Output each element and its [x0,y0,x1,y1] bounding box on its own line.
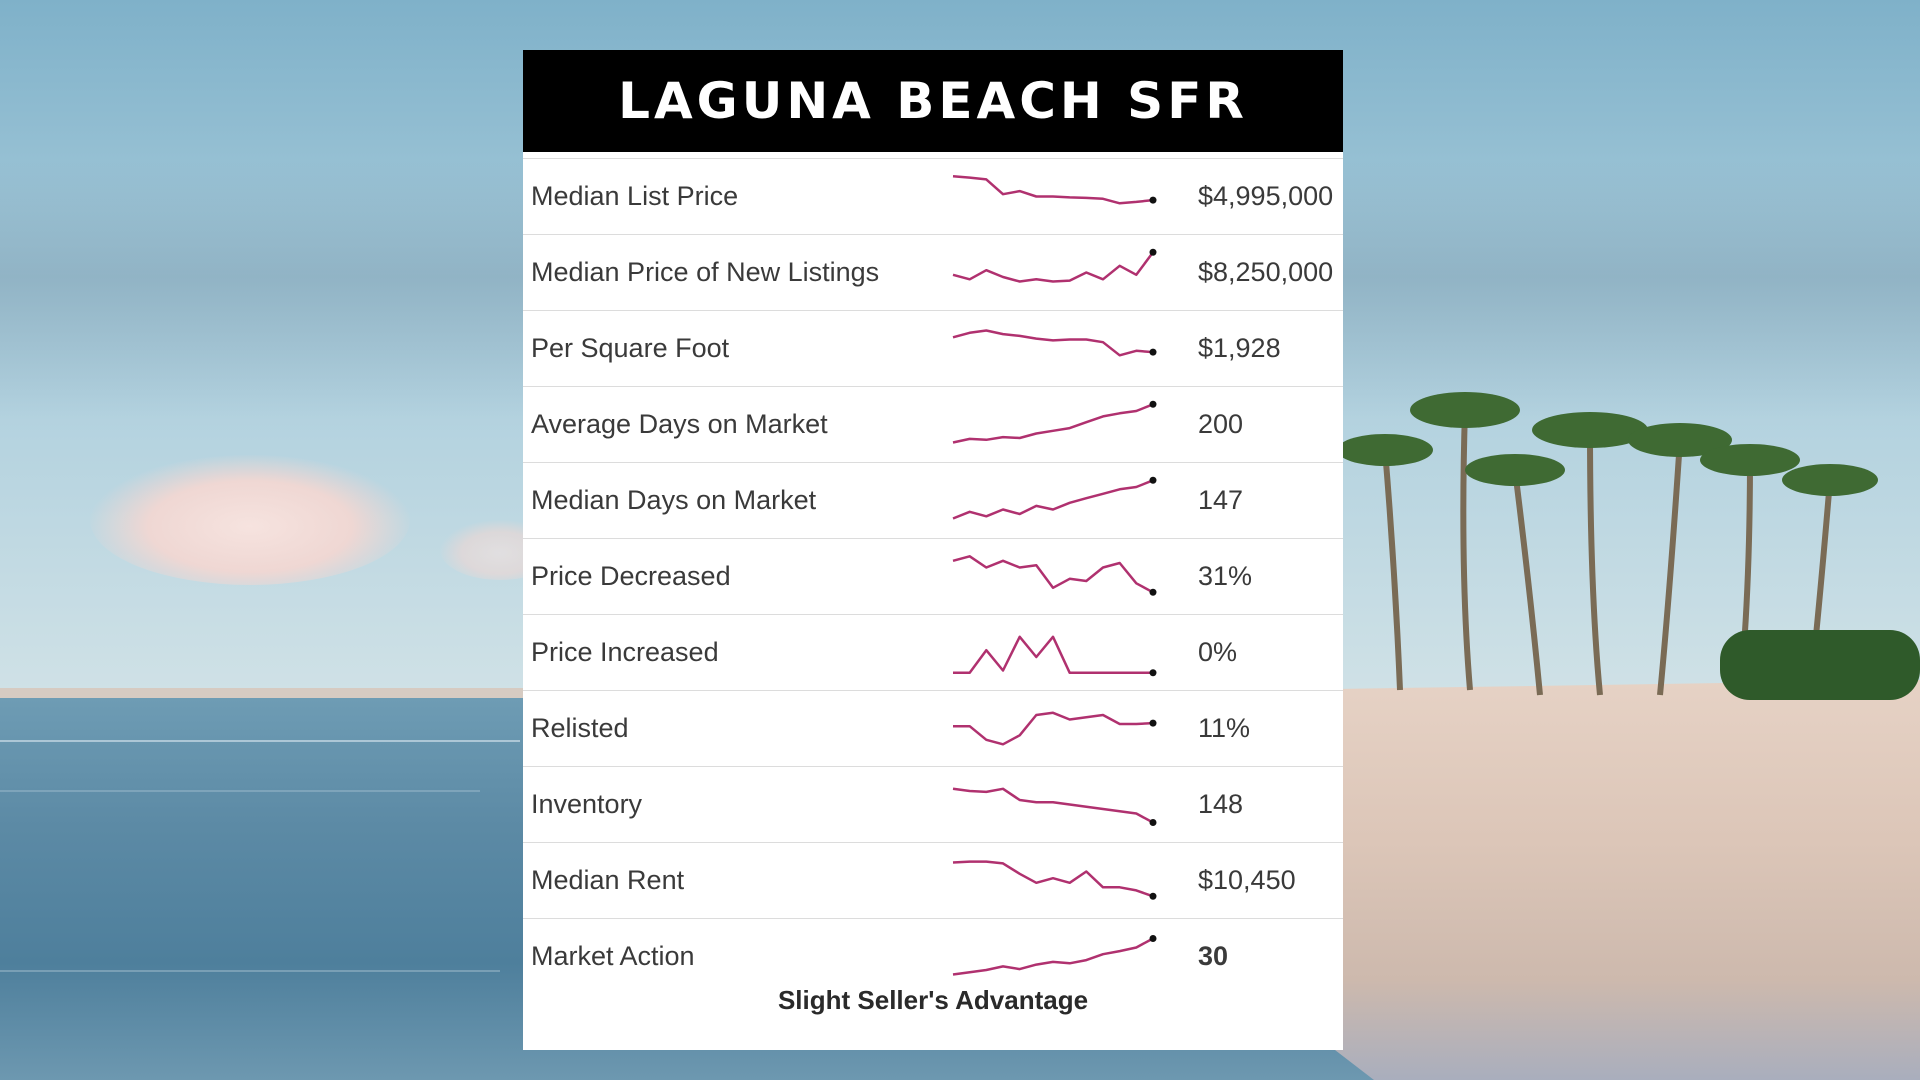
sparkline-path [953,635,1153,675]
sparkline-path [952,860,1154,898]
metric-row: Median Rent $10,450 [523,843,1343,919]
trend-sparkline [953,711,1157,746]
metric-label: Median Price of New Listings [531,257,880,287]
horizon-strip [0,688,560,698]
metric-row: Median Days on Market 147 [523,463,1343,539]
trend-sparkline [952,175,1157,205]
foam-line [0,790,480,792]
metric-value: $8,250,000 [1198,257,1334,287]
cloud [90,455,410,585]
metric-value: 31% [1198,561,1253,591]
metric-value: 30 [1198,941,1229,971]
sparkline-path [952,479,1154,520]
metric-row: Price Decreased 31% [523,539,1343,615]
foam-line [0,740,520,742]
trend-sparkline [953,635,1157,677]
metric-row: Average Days on Market 200 [523,387,1343,463]
metric-label: Median List Price [531,181,739,211]
sparkline-end-dot [1149,935,1157,942]
stats-card: LAGUNA BEACH SFR Median List Price $4,995… [523,50,1343,1050]
metric-value: 11% [1198,713,1251,743]
metric-row: Relisted 11% [523,691,1343,767]
sparkline-end-dot [1149,348,1157,356]
trend-sparkline [952,860,1157,900]
sparkline-end-dot [1149,588,1157,596]
metric-value: $4,995,000 [1198,181,1334,211]
metric-value: 0% [1198,637,1238,667]
metric-label: Median Rent [531,865,685,895]
trend-sparkline [952,935,1157,976]
foam-line [0,970,500,972]
metric-value: $10,450 [1198,865,1296,895]
sparkline-path [952,787,1154,824]
sparkline-path [952,329,1154,357]
sparkline-end-dot [1149,669,1157,677]
metric-label: Per Square Foot [531,333,730,363]
page-title: LAGUNA BEACH SFR [618,72,1248,130]
trend-sparkline [952,555,1157,596]
market-action-summary: Slight Seller's Advantage [777,985,1089,1015]
metric-value: 148 [1198,789,1244,819]
metric-label: Inventory [531,789,643,819]
metric-label: Relisted [531,713,629,743]
metric-row: Inventory 148 [523,767,1343,843]
metric-row: Price Increased 0% [523,615,1343,691]
metric-value: 147 [1198,485,1244,515]
trend-sparkline [952,476,1157,520]
metric-label: Market Action [531,941,695,971]
trend-sparkline [952,329,1157,357]
title-bar: LAGUNA BEACH SFR [523,50,1343,152]
sparkline-end-dot [1149,476,1157,484]
sparkline-path [952,555,1154,594]
metric-row: Per Square Foot $1,928 [523,311,1343,387]
metric-row: Median Price of New Listings $8,250,000 [523,235,1343,311]
sparkline-path [952,251,1155,283]
metric-label: Price Increased [531,637,719,667]
metric-row: Market Action 30 [523,919,1343,994]
metric-label: Median Days on Market [531,485,817,515]
metric-label: Price Decreased [531,561,731,591]
trend-sparkline [952,248,1157,283]
sparkline-path [952,403,1154,444]
sparkline-end-dot [1149,196,1157,204]
metric-row: Median List Price $4,995,000 [523,158,1343,235]
trend-sparkline [952,400,1157,444]
sparkline-path [952,175,1154,205]
metric-value: $1,928 [1198,333,1281,363]
sparkline-end-dot [1149,248,1157,256]
sparkline-end-dot [1149,892,1157,900]
palm-trees [1340,392,1920,700]
sparkline-end-dot [1149,400,1157,408]
metrics-table: Median List Price $4,995,000 Median Price … [523,158,1343,994]
sparkline-end-dot [1149,719,1157,727]
trend-sparkline [952,787,1157,826]
sparkline-end-dot [1149,819,1157,826]
sparkline-path [953,711,1154,746]
metric-label: Average Days on Market [531,409,828,439]
sparkline-path [952,937,1154,976]
metric-value: 200 [1198,409,1244,439]
